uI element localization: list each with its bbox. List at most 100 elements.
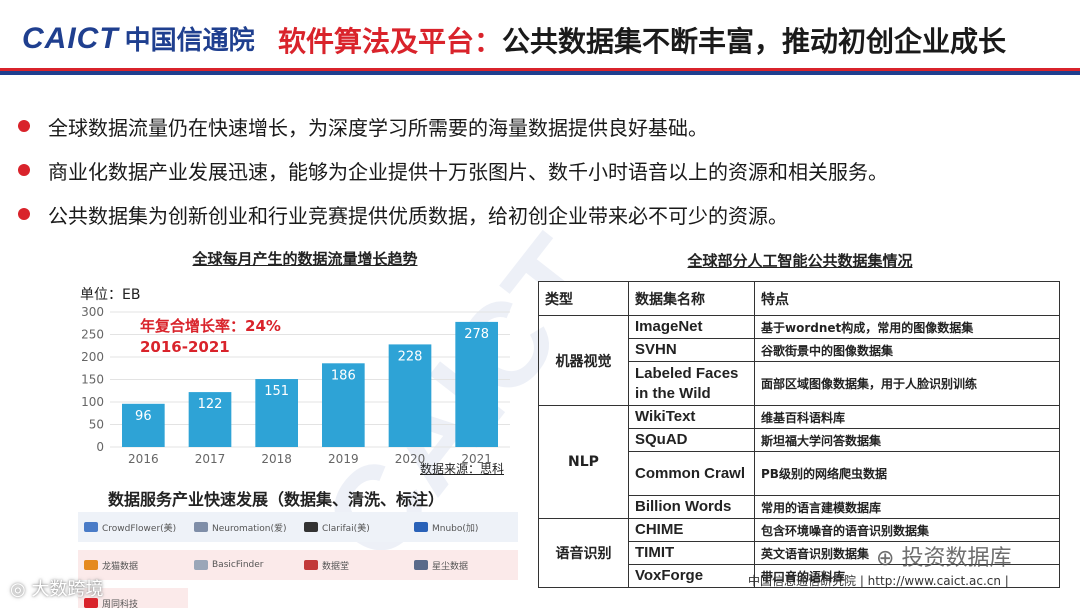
company-logo: 周同科技	[78, 588, 188, 608]
company-logo: Clarifai(美)	[298, 512, 408, 542]
dataset-feature: 谷歌街景中的图像数据集	[754, 338, 1060, 362]
dataset-feature: 基于wordnet构成，常用的图像数据集	[754, 315, 1060, 339]
company-logo: BasicFinder	[188, 550, 298, 580]
company-logo: Neuromation(爱)	[188, 512, 298, 542]
x-tick-label: 2020	[395, 452, 426, 466]
dataset-feature: 维基百科语料库	[754, 405, 1060, 429]
caict-logo: CAICT 中国信通院	[22, 20, 255, 57]
table-row: Labeled Faces in the Wild 面部区域图像数据集，用于人脸…	[539, 361, 1060, 406]
bar	[455, 321, 498, 447]
service-logo-grid: CrowdFlower(美) Neuromation(爱) Clarifai(美…	[78, 512, 518, 608]
logo-cn: 中国信通院	[124, 26, 255, 56]
wechat-watermark: ⊕ 投资数据库	[876, 540, 1011, 572]
company-name: CrowdFlower(美)	[102, 523, 177, 534]
company-logo: 星尘数据	[408, 550, 518, 580]
bar-data-label: 151	[264, 384, 289, 399]
slide-title: 软件算法及平台：公共数据集不断丰富，推动初创企业成长	[278, 20, 1006, 60]
logo-en: CAICT	[22, 21, 119, 55]
brand-name: 大数跨境	[31, 579, 104, 600]
table-row: 语音识别 CHIME 包含环境噪音的语音识别数据集	[538, 518, 1060, 588]
category-cell: 机器视觉	[538, 315, 629, 406]
y-tick-label: 100	[81, 395, 104, 409]
bar-data-label: 186	[331, 368, 356, 383]
table-row: 机器视觉 ImageNet 基于wordnet构成，常用的图像数据集	[538, 315, 1060, 406]
bullet-item: 全球数据流量仍在快速增长，为深度学习所需要的海量数据提供良好基础。	[18, 104, 1078, 148]
company-name: Neuromation(爱)	[212, 523, 287, 534]
dataset-feature: 包含环境噪音的语音识别数据集	[754, 518, 1060, 542]
table-header-row: 类型 数据集名称 特点	[538, 281, 1060, 316]
title-main: 公共数据集不断丰富，推动初创企业成长	[502, 25, 1007, 58]
company-logo: 数据堂	[298, 550, 408, 580]
dataset-feature: 常用的语言建模数据库	[754, 495, 1060, 519]
dataset-name: Common Crawl	[628, 451, 755, 496]
table-row: NLP WikiText 维基百科语料库	[538, 405, 1060, 519]
title-prefix: 软件算法及平台：	[278, 25, 503, 58]
x-tick-label: 2021	[461, 452, 492, 466]
table-title: 全球部分人工智能公共数据集情况	[687, 252, 913, 270]
bullet-dot	[18, 164, 30, 176]
wechat-icon: ⊕	[876, 546, 895, 571]
company-mark-icon	[84, 560, 98, 570]
brand-icon: ◎	[10, 579, 26, 600]
dataset-name: VoxForge	[628, 564, 755, 588]
header-dataset-name: 数据集名称	[628, 281, 755, 316]
y-tick-label: 150	[81, 373, 104, 387]
dataset-feature: 斯坦福大学问答数据集	[754, 428, 1060, 452]
x-tick-label: 2019	[328, 452, 359, 466]
bar-data-label: 228	[398, 349, 423, 364]
company-name: 星尘数据	[432, 561, 469, 572]
traffic-bar-chart: 0 50 100 150 200 250 300 96 2016 122 2017 151 2018 18…	[81, 305, 510, 466]
table-row: SQuAD 斯坦福大学问答数据集	[539, 428, 1060, 452]
x-tick-label: 2017	[195, 452, 226, 466]
dataset-name: Labeled Faces in the Wild	[628, 361, 755, 406]
brand-watermark: ◎ 大数跨境	[10, 575, 103, 601]
chart-source: 数据来源：思科	[420, 462, 505, 476]
dataset-table: 类型 数据集名称 特点 机器视觉 ImageNet 基于wordnet构成，常用…	[538, 281, 1060, 588]
x-tick-label: 2018	[261, 452, 292, 466]
company-mark-icon	[414, 560, 428, 570]
company-mark-icon	[84, 522, 98, 532]
company-logo: 龙猫数据	[78, 550, 188, 580]
slide-header: CAICT 中国信通院 软件算法及平台：公共数据集不断丰富，推动初创企业成长	[0, 0, 1080, 68]
company-name: Clarifai(美)	[322, 523, 370, 534]
bullet-item: 公共数据集为创新创业和行业竞赛提供优质数据，给初创企业带来必不可少的资源。	[18, 192, 1078, 236]
y-tick-label: 50	[89, 418, 104, 432]
header-divider-blue	[0, 71, 1080, 75]
company-logo: Mnubo(加)	[408, 512, 518, 542]
growth-period: 2016-2021	[140, 338, 230, 356]
bullet-list: 全球数据流量仍在快速增长，为深度学习所需要的海量数据提供良好基础。 商业化数据产…	[18, 104, 1078, 236]
bullet-item: 商业化数据产业发展迅速，能够为企业提供十万张图片、数千小时语音以上的资源和相关服…	[18, 148, 1078, 192]
bar-data-label: 122	[198, 397, 223, 412]
services-title: 数据服务产业快速发展（数据集、清洗、标注）	[108, 490, 445, 508]
bar	[188, 392, 232, 447]
dataset-name: SVHN	[628, 338, 755, 362]
header-divider-red	[0, 68, 1080, 71]
company-name: Mnubo(加)	[432, 523, 479, 534]
y-tick-label: 300	[81, 305, 104, 319]
bullet-text: 公共数据集为创新创业和行业竞赛提供优质数据，给初创企业带来必不可少的资源。	[48, 203, 788, 228]
category-cell: NLP	[538, 405, 629, 519]
header-category: 类型	[538, 281, 629, 316]
dataset-name: WikiText	[628, 405, 755, 429]
table-row: SVHN 谷歌街景中的图像数据集	[539, 338, 1060, 362]
y-tick-label: 0	[96, 440, 104, 454]
dataset-feature: PB级别的网络爬虫数据	[754, 451, 1060, 496]
bullet-text: 商业化数据产业发展迅速，能够为企业提供十万张图片、数千小时语音以上的资源和相关服…	[48, 159, 888, 184]
dataset-name: TIMIT	[628, 541, 755, 565]
dataset-name: SQuAD	[628, 428, 755, 452]
dataset-name: CHIME	[628, 518, 755, 542]
growth-rate: 年复合增长率：24%	[140, 317, 281, 335]
company-logo: CrowdFlower(美)	[78, 512, 188, 542]
company-name: 周同科技	[102, 599, 139, 608]
company-name: BasicFinder	[212, 560, 264, 570]
y-tick-label: 250	[81, 328, 104, 342]
company-name: 数据堂	[322, 561, 350, 572]
bullet-dot	[18, 208, 30, 220]
y-tick-label: 200	[81, 350, 104, 364]
wechat-name: 投资数据库	[901, 546, 1012, 571]
dataset-name: Billion Words	[628, 495, 755, 519]
dataset-name: ImageNet	[628, 315, 755, 339]
bar	[122, 403, 165, 447]
company-mark-icon	[194, 560, 208, 570]
slide-footer: 中国信息通信研究院 | http://www.caict.ac.cn |	[748, 574, 1009, 588]
